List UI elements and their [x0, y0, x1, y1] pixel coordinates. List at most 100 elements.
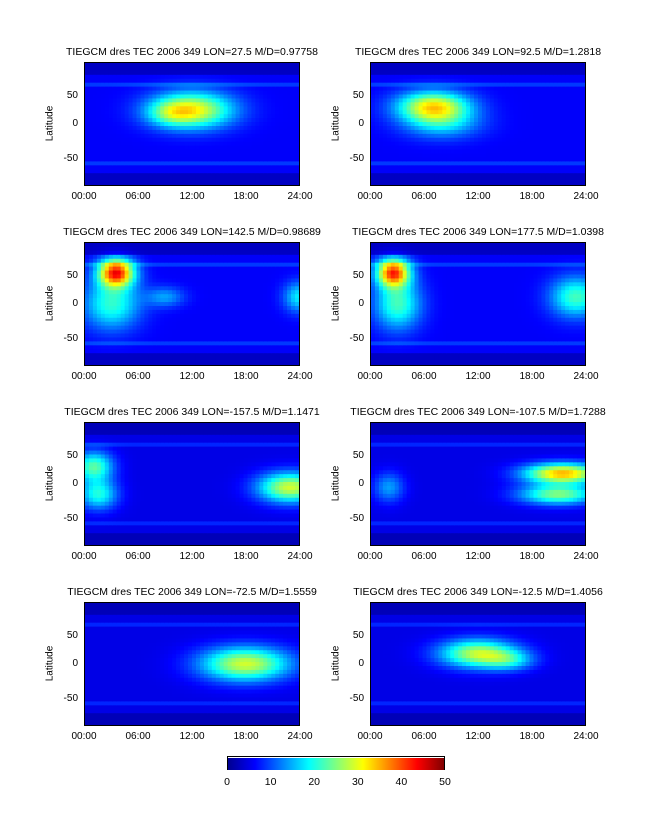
heatmap-cell	[85, 290, 90, 295]
heatmap-cell	[227, 361, 233, 365]
heatmap-cell	[501, 114, 507, 119]
heatmap-cell	[104, 141, 110, 147]
heatmap-cell	[247, 361, 253, 365]
heatmap-cell	[287, 173, 292, 178]
heatmap-cell	[152, 98, 157, 103]
heatmap-cell	[184, 125, 189, 131]
heatmap-cell	[235, 250, 241, 256]
heatmap-cell	[239, 153, 245, 159]
heatmap-cell	[255, 102, 260, 107]
heatmap-cell	[402, 106, 408, 111]
heatmap-cell	[148, 286, 153, 291]
heatmap-cell	[275, 302, 280, 307]
heatmap-cell	[104, 349, 110, 354]
heatmap-cell	[180, 302, 185, 307]
heatmap-cell	[537, 102, 542, 107]
heatmap-cell	[545, 82, 550, 88]
heatmap-cell	[136, 317, 142, 323]
heatmap-cell	[283, 361, 288, 365]
heatmap-cell	[152, 286, 157, 291]
heatmap-cell	[525, 161, 531, 166]
heatmap-cell	[533, 157, 539, 162]
heatmap-cell	[128, 153, 134, 159]
heatmap-cell	[371, 161, 376, 166]
heatmap-cell	[108, 78, 114, 84]
heatmap-cell	[462, 125, 467, 131]
heatmap-cell	[203, 317, 209, 323]
heatmap-cell	[438, 145, 443, 151]
heatmap-cell	[263, 149, 268, 155]
heatmap-cell	[219, 141, 225, 147]
heatmap-cell	[136, 63, 142, 68]
heatmap-cell	[104, 282, 110, 287]
heatmap-cell	[203, 305, 209, 311]
heatmap-cell	[192, 337, 197, 342]
heatmap-cell	[255, 149, 260, 155]
heatmap-cell	[96, 125, 102, 131]
x-tick-label: 00:00	[71, 191, 97, 202]
heatmap-cell	[108, 141, 114, 147]
heatmap-cell	[156, 313, 161, 319]
heatmap-cell	[466, 181, 471, 185]
heatmap-cell	[136, 262, 142, 268]
heatmap-cell	[124, 63, 130, 68]
heatmap-cell	[100, 102, 106, 107]
heatmap-cell	[371, 86, 376, 92]
heatmap-cell	[184, 63, 189, 68]
heatmap-cell	[418, 129, 424, 135]
heatmap-cell	[271, 325, 276, 331]
heatmap-cell	[168, 129, 173, 135]
heatmap-cell	[537, 125, 542, 131]
heatmap-cell	[549, 98, 554, 103]
heatmap-cell	[184, 149, 189, 155]
heatmap-cell	[140, 250, 146, 256]
heatmap-cell	[287, 286, 292, 291]
heatmap-cell	[207, 137, 213, 143]
heatmap-cell	[92, 361, 98, 365]
heatmap-cell	[231, 266, 237, 272]
heatmap-cell	[565, 173, 570, 178]
heatmap-cell	[192, 106, 197, 111]
heatmap-cell	[243, 94, 249, 100]
heatmap-cell	[152, 169, 157, 174]
heatmap-cell	[152, 302, 157, 307]
heatmap-cell	[140, 98, 146, 103]
heatmap-cell	[85, 161, 90, 166]
heatmap-cell	[382, 70, 388, 76]
heatmap-cell	[263, 325, 268, 331]
heatmap-cell	[211, 254, 217, 260]
heatmap-cell	[88, 149, 94, 155]
heatmap-cell	[243, 298, 249, 303]
heatmap-cell	[533, 86, 539, 92]
heatmap-cell	[207, 98, 213, 103]
heatmap-cell	[442, 165, 447, 170]
heatmap-cell	[120, 141, 126, 147]
heatmap-cell	[422, 173, 428, 178]
heatmap-cell	[458, 110, 463, 115]
heatmap-cell	[513, 177, 519, 182]
heatmap-cell	[88, 161, 94, 166]
heatmap-cell	[374, 181, 380, 185]
heatmap-cell	[255, 133, 260, 139]
heatmap-cell	[96, 329, 102, 335]
heatmap-cell	[215, 329, 221, 335]
heatmap-cell	[243, 357, 249, 362]
heatmap-cell	[251, 305, 256, 311]
heatmap-cell	[450, 114, 455, 119]
heatmap-cell	[203, 94, 209, 100]
heatmap-cell	[88, 246, 94, 252]
heatmap-cell	[219, 110, 225, 115]
heatmap-cell	[505, 161, 511, 166]
heatmap-cell	[88, 137, 94, 143]
heatmap-cell	[104, 125, 110, 131]
heatmap-cell	[211, 305, 217, 311]
heatmap-cell	[116, 94, 122, 100]
heatmap-cell	[112, 94, 118, 100]
heatmap-cell	[116, 98, 122, 103]
heatmap-cell	[96, 286, 102, 291]
heatmap-cell	[371, 122, 376, 127]
heatmap-cell	[211, 250, 217, 256]
heatmap-cell	[485, 98, 491, 103]
heatmap-cell	[513, 94, 519, 100]
heatmap-cell	[168, 246, 173, 252]
